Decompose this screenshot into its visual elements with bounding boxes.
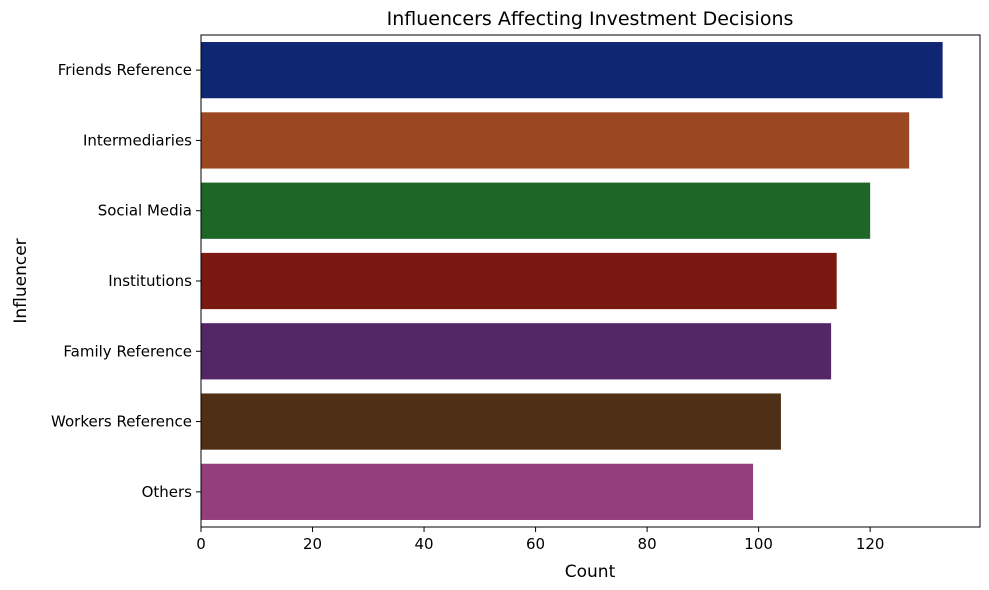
bar-family-reference [201, 323, 832, 380]
x-tick-label: 20 [303, 535, 322, 553]
y-tick-label: Others [142, 483, 193, 501]
y-tick-label: Workers Reference [51, 413, 192, 431]
x-tick-label: 60 [526, 535, 545, 553]
bar-others [201, 463, 754, 520]
y-axis-label: Influencer [11, 238, 31, 323]
bar-friends-reference [201, 42, 943, 99]
bars-group [201, 42, 943, 520]
x-axis-ticks: 0 20 40 60 80 100 120 [196, 527, 884, 553]
chart-title: Influencers Affecting Investment Decisio… [387, 8, 794, 30]
bar-workers-reference [201, 393, 781, 450]
y-tick-label: Family Reference [63, 342, 192, 360]
x-tick-label: 0 [196, 535, 206, 553]
x-tick-label: 100 [744, 535, 773, 553]
x-tick-label: 80 [638, 535, 657, 553]
y-axis-ticks: Friends Reference Intermediaries Social Me… [51, 61, 201, 501]
x-tick-label: 40 [415, 535, 434, 553]
y-tick-label: Social Media [98, 202, 192, 220]
y-tick-label: Institutions [108, 272, 192, 290]
plot-frame [200, 34, 981, 528]
bar-institutions [201, 252, 837, 310]
y-tick-label: Friends Reference [58, 61, 192, 79]
bar-social-media [201, 182, 871, 239]
x-axis-label: Count [565, 562, 616, 582]
x-tick-label: 120 [856, 535, 885, 553]
y-tick-label: Intermediaries [83, 131, 192, 149]
bar-intermediaries [201, 112, 910, 169]
